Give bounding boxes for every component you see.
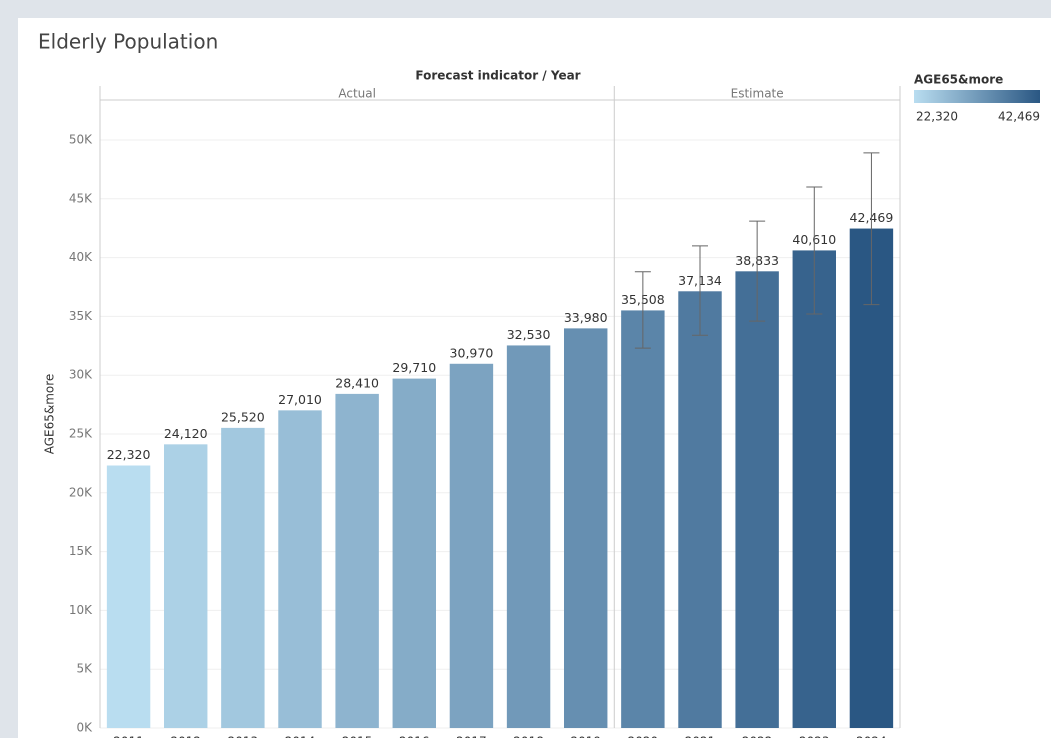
y-tick-label: 40K — [69, 250, 93, 264]
value-label: 27,010 — [278, 392, 322, 407]
legend-gradient — [914, 90, 1040, 103]
y-tick-label: 50K — [69, 132, 93, 146]
x-tick-label: 2021 — [685, 735, 716, 738]
value-label: 28,410 — [335, 375, 379, 390]
x-tick-label: 2018 — [513, 735, 544, 738]
y-tick-label: 10K — [69, 603, 93, 617]
bar — [221, 427, 265, 728]
y-tick-label: 20K — [69, 485, 93, 499]
value-label: 25,520 — [221, 409, 265, 424]
legend-min: 22,320 — [916, 110, 958, 124]
bar — [735, 271, 779, 728]
y-tick-label: 15K — [69, 544, 93, 558]
bar — [792, 250, 836, 728]
legend-title: AGE65&more — [914, 73, 1003, 87]
value-label: 29,710 — [392, 360, 436, 375]
x-tick-label: 2014 — [285, 735, 316, 738]
x-tick-label: 2020 — [628, 735, 659, 738]
x-tick-label: 2019 — [570, 735, 601, 738]
bar — [278, 410, 322, 728]
x-tick-label: 2011 — [113, 735, 144, 738]
error-bar — [692, 245, 708, 336]
x-tick-label: 2023 — [799, 735, 830, 738]
bar — [621, 310, 665, 728]
value-label: 24,120 — [164, 426, 208, 441]
x-tick-label: 2022 — [742, 735, 773, 738]
y-tick-label: 30K — [69, 368, 93, 382]
y-tick-label: 45K — [69, 191, 93, 205]
value-label: 32,530 — [507, 327, 551, 342]
bar — [164, 444, 208, 728]
x-tick-label: 2015 — [342, 735, 373, 738]
x-tick-label: 2013 — [228, 735, 259, 738]
y-tick-label: 25K — [69, 426, 93, 440]
error-bar — [634, 271, 651, 349]
bar — [335, 393, 379, 728]
x-tick-label: 2017 — [456, 735, 487, 738]
bar — [506, 345, 551, 728]
pane-label: Estimate — [731, 87, 784, 101]
x-tick-label: 2016 — [399, 735, 430, 738]
error-bar — [863, 152, 880, 306]
error-bar — [806, 186, 823, 315]
value-label: 30,970 — [450, 345, 494, 360]
x-tick-label: 2012 — [170, 735, 201, 738]
bar — [564, 328, 608, 728]
y-axis-label: AGE65&more — [43, 374, 57, 455]
value-label: 33,980 — [564, 310, 608, 325]
bar — [449, 363, 494, 728]
bar — [849, 228, 894, 729]
value-label: 22,320 — [107, 447, 151, 462]
y-tick-label: 5K — [76, 662, 93, 676]
bar — [678, 291, 722, 728]
y-tick-label: 35K — [69, 309, 93, 323]
error-bar — [749, 220, 766, 322]
y-tick-label: 0K — [76, 721, 93, 735]
bar — [392, 378, 436, 728]
bar — [106, 465, 151, 728]
chart-title: Elderly Population — [38, 30, 218, 54]
header-title: Forecast indicator / Year — [415, 69, 580, 83]
legend-max: 42,469 — [998, 110, 1040, 124]
pane-label: Actual — [338, 87, 376, 101]
